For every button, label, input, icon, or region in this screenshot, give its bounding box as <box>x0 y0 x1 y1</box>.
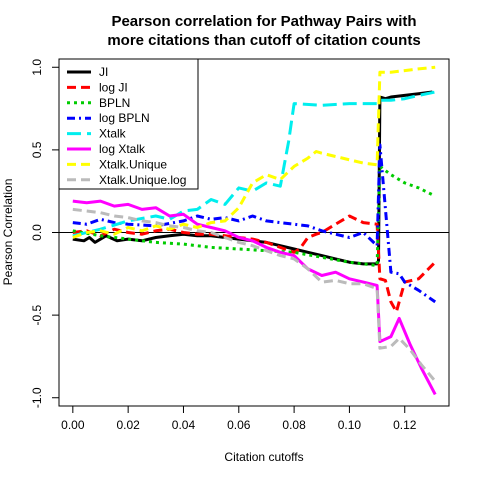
y-axis: -1.0 -0.5 0.0 0.5 1.0 <box>30 59 60 408</box>
plot-area <box>58 58 450 407</box>
x-tick-label: 0.06 <box>227 418 251 432</box>
legend-label-5: log Xtalk <box>99 142 146 156</box>
chart-title-line-2: more citations than cutoff of citation c… <box>107 32 420 49</box>
chart-title-line-1: Pearson correlation for Pathway Pairs wi… <box>111 13 416 30</box>
series-line-5 <box>72 199 437 396</box>
legend-box <box>58 58 199 190</box>
x-tick-label: 0.08 <box>282 418 306 432</box>
x-tick-label: 0.00 <box>61 418 85 432</box>
series-line-4 <box>72 90 436 238</box>
legend-label-2: BPLN <box>99 96 130 110</box>
y-tick-label: 0.0 <box>30 224 44 241</box>
x-tick-label: 0.12 <box>393 418 417 432</box>
series-line-7 <box>72 207 437 383</box>
y-tick-label: 1.0 <box>30 59 44 76</box>
x-tick-label: 0.04 <box>172 418 196 432</box>
legend-label-7: Xtalk.Unique.log <box>99 173 186 187</box>
legend-label-0: JI <box>99 65 108 79</box>
y-tick-label: -1.0 <box>30 387 44 408</box>
legend-label-4: Xtalk <box>99 127 127 141</box>
y-tick-label: -0.5 <box>30 304 44 325</box>
x-axis: 0.00 0.02 0.04 0.06 0.08 0.10 0.12 <box>61 405 417 432</box>
x-tick-label: 0.02 <box>116 418 140 432</box>
x-tick-label: 0.10 <box>338 418 362 432</box>
series-line-2 <box>72 164 436 267</box>
legend-label-1: log JI <box>99 80 128 94</box>
y-axis-label: Pearson Correlation <box>1 179 15 286</box>
series-line-1 <box>72 214 437 314</box>
legend-label-6: Xtalk.Unique <box>99 157 167 171</box>
x-axis-label: Citation cutoffs <box>224 450 303 464</box>
y-tick-label: 0.5 <box>30 141 44 158</box>
legend-label-3: log BPLN <box>99 111 150 125</box>
